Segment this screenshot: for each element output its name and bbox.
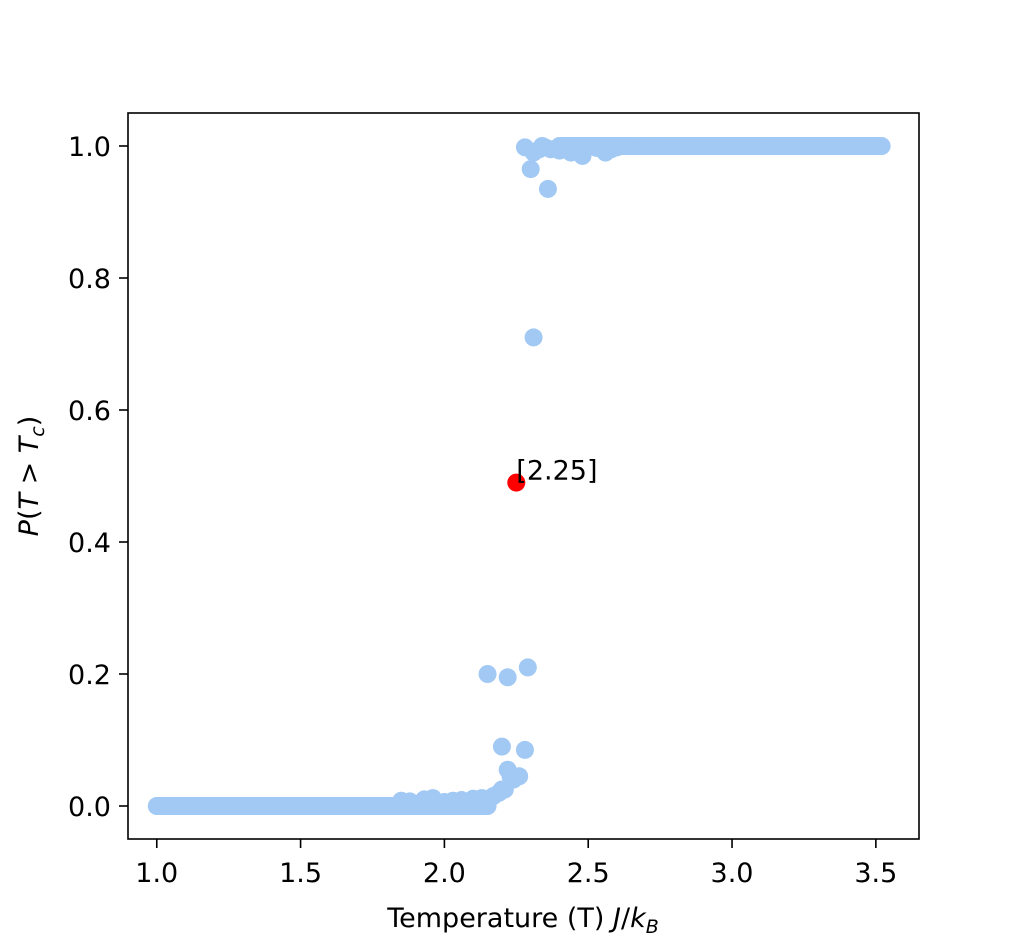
data-point <box>518 658 537 677</box>
scatter-points <box>147 137 891 815</box>
data-point <box>872 137 891 155</box>
y-tick-label: 0.2 <box>68 660 111 691</box>
x-tick-label: 2.5 <box>567 858 610 889</box>
critical-point-group: [2.25] <box>507 456 597 492</box>
x-axis-label: Temperature (T) J/kB <box>386 903 659 938</box>
y-tick-label: 0.6 <box>68 396 111 427</box>
y-axis-ticks: 0.0 0.2 0.4 0.6 0.8 1.0 <box>68 132 128 823</box>
critical-point-marker <box>507 473 526 492</box>
x-axis-ticks: 1.0 1.5 2.0 2.5 3.0 3.5 <box>135 839 897 889</box>
x-tick-label: 2.0 <box>423 858 466 889</box>
y-tick-label: 0.4 <box>68 528 111 559</box>
plot-frame <box>127 112 920 840</box>
data-point <box>607 138 626 157</box>
y-tick-label: 0.0 <box>68 792 111 823</box>
data-point <box>538 179 557 198</box>
x-tick-label: 1.5 <box>279 858 322 889</box>
data-point <box>515 740 534 759</box>
y-tick-label: 0.8 <box>68 264 111 295</box>
data-point <box>478 665 497 683</box>
data-point <box>524 328 543 347</box>
y-axis-label: P(T > Tc) <box>14 416 49 537</box>
data-point <box>510 767 529 786</box>
x-tick-label: 3.0 <box>711 858 754 889</box>
data-point <box>498 668 517 687</box>
critical-point-annotation: [2.25] <box>516 456 597 487</box>
data-point <box>492 737 511 756</box>
data-point <box>521 160 540 179</box>
data-point <box>400 792 419 811</box>
x-tick-label: 3.5 <box>854 858 897 889</box>
x-tick-label: 1.0 <box>135 858 178 889</box>
y-tick-label: 1.0 <box>68 132 111 163</box>
